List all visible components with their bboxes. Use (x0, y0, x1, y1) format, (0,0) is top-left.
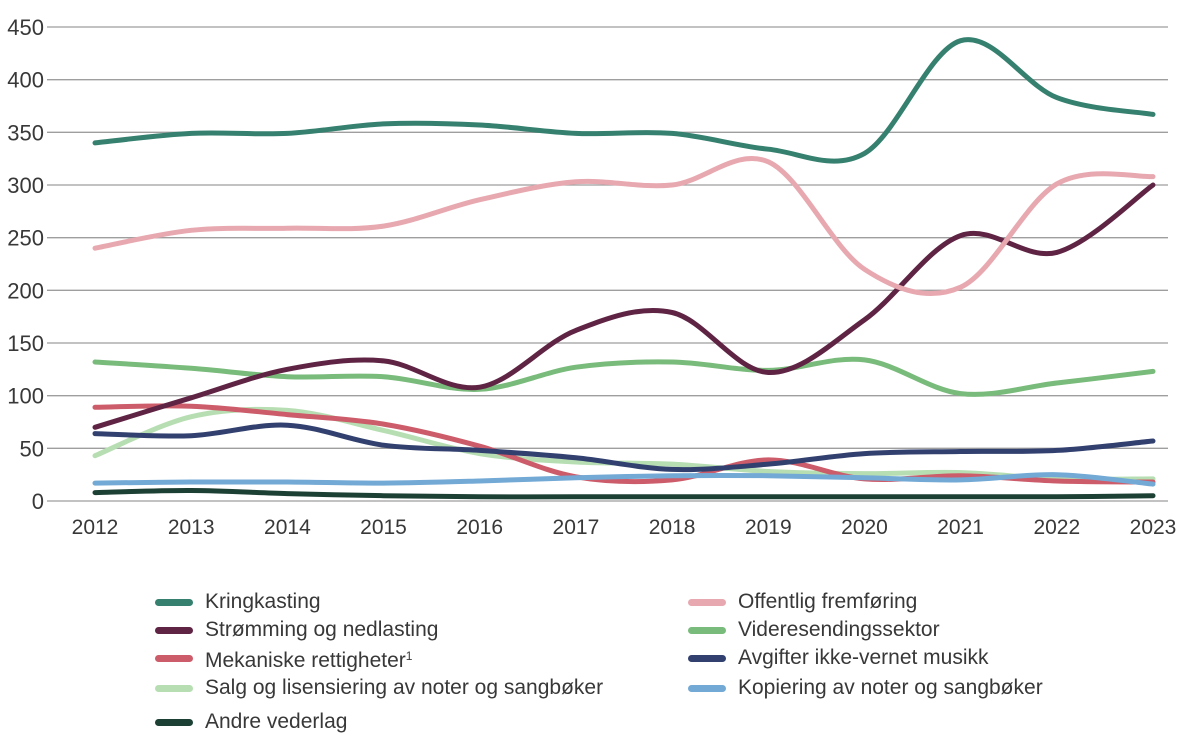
x-tick-label: 2017 (553, 516, 600, 539)
series-line-kopiering-av-noter-og-sangbøker (92, 472, 1156, 487)
legend-swatch (155, 598, 193, 606)
y-tick-label: 450 (7, 15, 44, 40)
series-line-mekaniske-rettigheter (92, 403, 1156, 485)
x-tick-label: 2019 (745, 516, 792, 539)
gridlines (47, 26, 1168, 502)
x-tick-label: 2015 (360, 516, 407, 539)
legend-label: Avgifter ikke-vernet musikk (738, 646, 989, 669)
legend-label: Kopiering av noter og sangbøker (738, 676, 1043, 699)
legend-swatch (688, 598, 726, 606)
x-tick-label: 2016 (456, 516, 503, 539)
x-tick-label: 2012 (72, 516, 119, 539)
legend-item-kopiering-av-noter-og-sangbøker: Kopiering av noter og sangbøker (688, 677, 1043, 699)
y-tick-label: 400 (7, 68, 44, 93)
series-line-andre-vederlag (92, 487, 1156, 500)
legend-item-mekaniske-rettigheter: Mekaniske rettigheter1 (155, 647, 603, 672)
series-line-salg-og-lisensiering-av-noter-og-sangbøker (92, 406, 1156, 482)
legend-item-andre-vederlag: Andre vederlag (155, 711, 603, 733)
y-tick-label: 350 (7, 120, 44, 145)
y-tick-label: 200 (7, 278, 44, 303)
x-tick-label: 2020 (841, 516, 888, 539)
series-line-offentlig-fremføring (92, 155, 1156, 296)
x-tick-label: 2022 (1033, 516, 1080, 539)
x-tick-label: 2013 (168, 516, 215, 539)
y-tick-label: 100 (7, 384, 44, 409)
y-tick-label: 250 (7, 226, 44, 251)
legend-item-salg-og-lisensiering-av-noter-og-sangbøker: Salg og lisensiering av noter og sangbøk… (155, 677, 603, 699)
legend-swatch (155, 654, 193, 662)
series-line-kringkasting (92, 37, 1156, 164)
y-tick-label: 150 (7, 331, 44, 356)
legend-swatch (688, 684, 726, 692)
legend-item-avgifter-ikke-vernet-musikk: Avgifter ikke-vernet musikk (688, 647, 1043, 669)
legend-item-strømming-og-nedlasting: Strømming og nedlasting (155, 619, 603, 641)
legend-left-column: Kringkasting Strømming og nedlasting Mekan… (155, 591, 603, 733)
legend-item-offentlig-fremføring: Offentlig fremføring (688, 591, 1043, 613)
legend-label: Offentlig fremføring (738, 590, 918, 613)
legend-item-videresendingssektor: Videresendingssektor (688, 619, 1043, 641)
series-line-strømming-og-nedlasting (92, 182, 1156, 430)
y-tick-label: 300 (7, 173, 44, 198)
legend-swatch (688, 626, 726, 634)
legend-label: Salg og lisensiering av noter og sangbøk… (205, 676, 604, 699)
legend-right-column: Offentlig fremføring Videresendingssektor… (688, 591, 1043, 699)
y-axis-labels: 0 50 100 150 200 250 300 350 400 450 (7, 15, 44, 514)
series-line-videresendingssektor (92, 356, 1156, 397)
y-tick-label: 0 (32, 489, 44, 514)
y-tick-label: 50 (20, 436, 44, 461)
x-tick-label: 2018 (649, 516, 696, 539)
x-tick-label: 2014 (264, 516, 311, 539)
legend-swatch (688, 654, 726, 662)
legend-label: Videresendingssektor (738, 618, 940, 641)
x-tick-label: 2021 (937, 516, 984, 539)
x-axis-labels: 2012 2013 2014 2015 2016 2017 2018 2019 2020 2021… (72, 516, 1177, 539)
legend-swatch (155, 626, 193, 634)
legend-label: Mekaniske rettigheter1 (205, 648, 413, 672)
legend-footnote-marker: 1 (405, 648, 413, 663)
legend-label: Andre vederlag (205, 710, 348, 733)
legend-label: Kringkasting (205, 590, 321, 613)
x-tick-label: 2023 (1130, 516, 1177, 539)
legend-label: Strømming og nedlasting (205, 618, 439, 641)
legend-swatch (155, 684, 193, 692)
legend-item-kringkasting: Kringkasting (155, 591, 603, 613)
legend-swatch (155, 718, 193, 726)
series-lines (92, 37, 1156, 500)
series-line-avgifter-ikke-vernet-musikk (92, 422, 1156, 473)
